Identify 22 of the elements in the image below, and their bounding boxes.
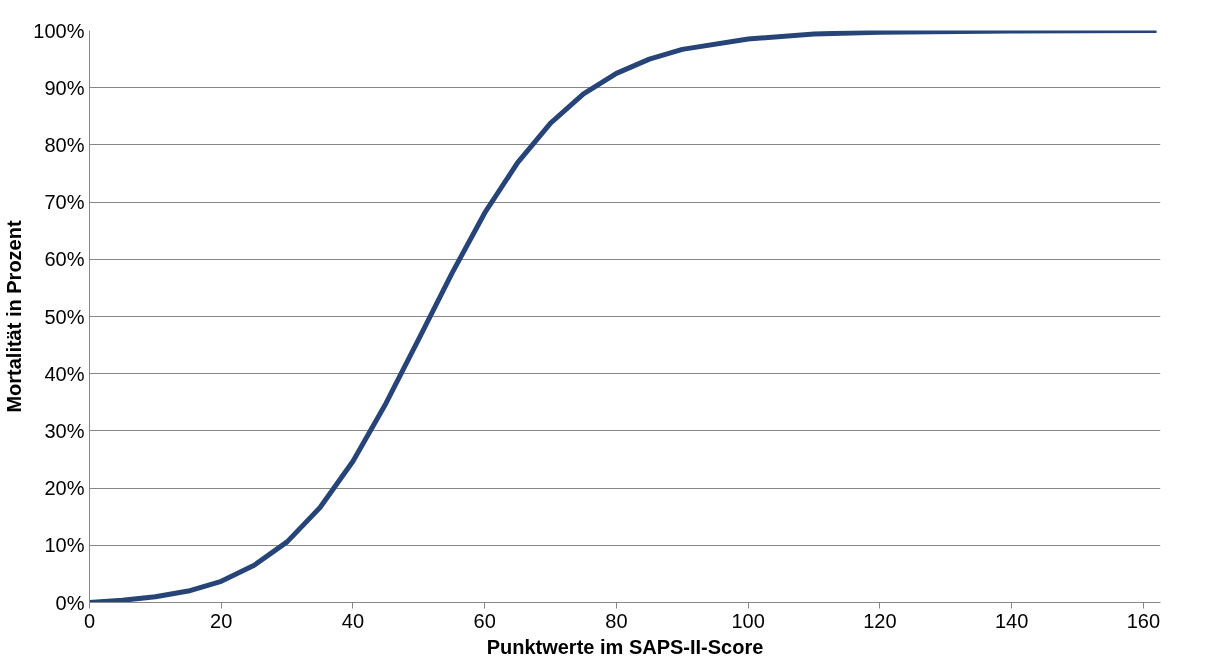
x-tick-label: 140 [994, 609, 1029, 632]
x-tick-label: 60 [473, 609, 496, 632]
y-tick-label: 70% [44, 191, 85, 214]
x-tick-label: 40 [341, 609, 365, 632]
y-tick-label: 20% [44, 477, 85, 500]
x-tick-label: 120 [863, 609, 897, 632]
x-tick-label: 0 [83, 609, 96, 632]
x-tick-label: 20 [210, 609, 233, 632]
x-tick-label: 100 [731, 609, 765, 632]
y-tick-label: 100% [33, 19, 85, 42]
y-tick-label: 0% [55, 591, 85, 614]
y-tick-label: 80% [44, 133, 85, 156]
y-tick-label: 50% [44, 305, 85, 328]
x-axis-title: Punktwerte im SAPS-II-Score [486, 635, 764, 658]
x-tick-label: 80 [605, 609, 628, 632]
y-tick-label: 30% [44, 419, 85, 442]
y-tick-label: 10% [44, 534, 85, 557]
y-axis-title: Mortalität in Prozent [3, 220, 26, 413]
y-tick-label: 90% [44, 76, 85, 99]
y-tick-label: 40% [44, 362, 85, 385]
y-tick-label: 60% [44, 248, 85, 271]
x-tick-label: 160 [1126, 609, 1161, 632]
